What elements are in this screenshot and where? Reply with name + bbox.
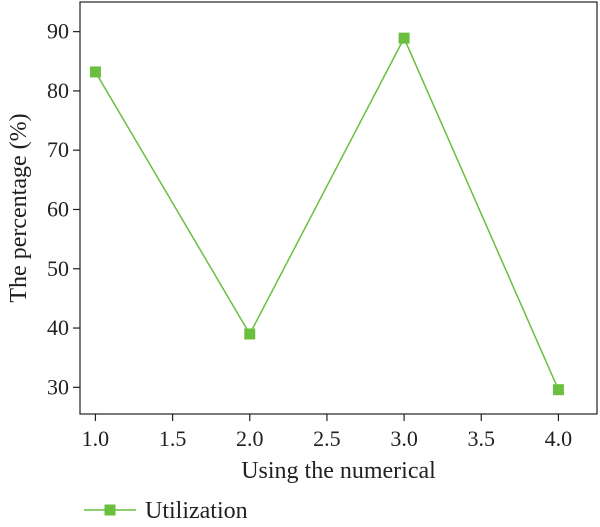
y-tick-label: 80 <box>47 78 69 103</box>
x-tick-label: 4.0 <box>545 426 573 451</box>
data-point-marker <box>398 32 410 44</box>
y-tick-label: 90 <box>47 19 69 44</box>
data-point-marker <box>552 384 564 396</box>
y-tick-label: 40 <box>47 315 69 340</box>
plot-border <box>79 1 598 415</box>
x-tick-label: 2.5 <box>313 426 341 451</box>
plot-frame <box>79 1 598 415</box>
y-axis-title: The percentage (%) <box>6 113 32 302</box>
x-axis-ticks: 1.0 1.5 2.0 2.5 3.0 3.5 4.0 <box>82 414 572 451</box>
legend-marker <box>104 504 116 516</box>
series-layer <box>89 32 564 396</box>
x-tick-label: 3.0 <box>390 426 418 451</box>
x-tick-label: 1.0 <box>82 426 110 451</box>
y-tick-label: 60 <box>47 196 69 221</box>
data-point-marker <box>89 66 101 78</box>
legend-label-utilization: Utilization <box>145 498 248 524</box>
series-line-utilization <box>94 36 560 390</box>
x-tick-label: 1.5 <box>159 426 187 451</box>
x-tick-label: 3.5 <box>468 426 496 451</box>
y-axis-ticks: 30 40 50 60 70 80 90 <box>47 19 80 399</box>
y-tick-label: 30 <box>47 374 69 399</box>
y-tick-label: 70 <box>47 137 69 162</box>
y-tick-label: 50 <box>47 256 69 281</box>
x-tick-label: 2.0 <box>236 426 264 451</box>
x-axis-title: Using the numerical <box>241 458 436 484</box>
legend: Utilization <box>84 498 248 524</box>
data-point-marker <box>244 328 256 340</box>
